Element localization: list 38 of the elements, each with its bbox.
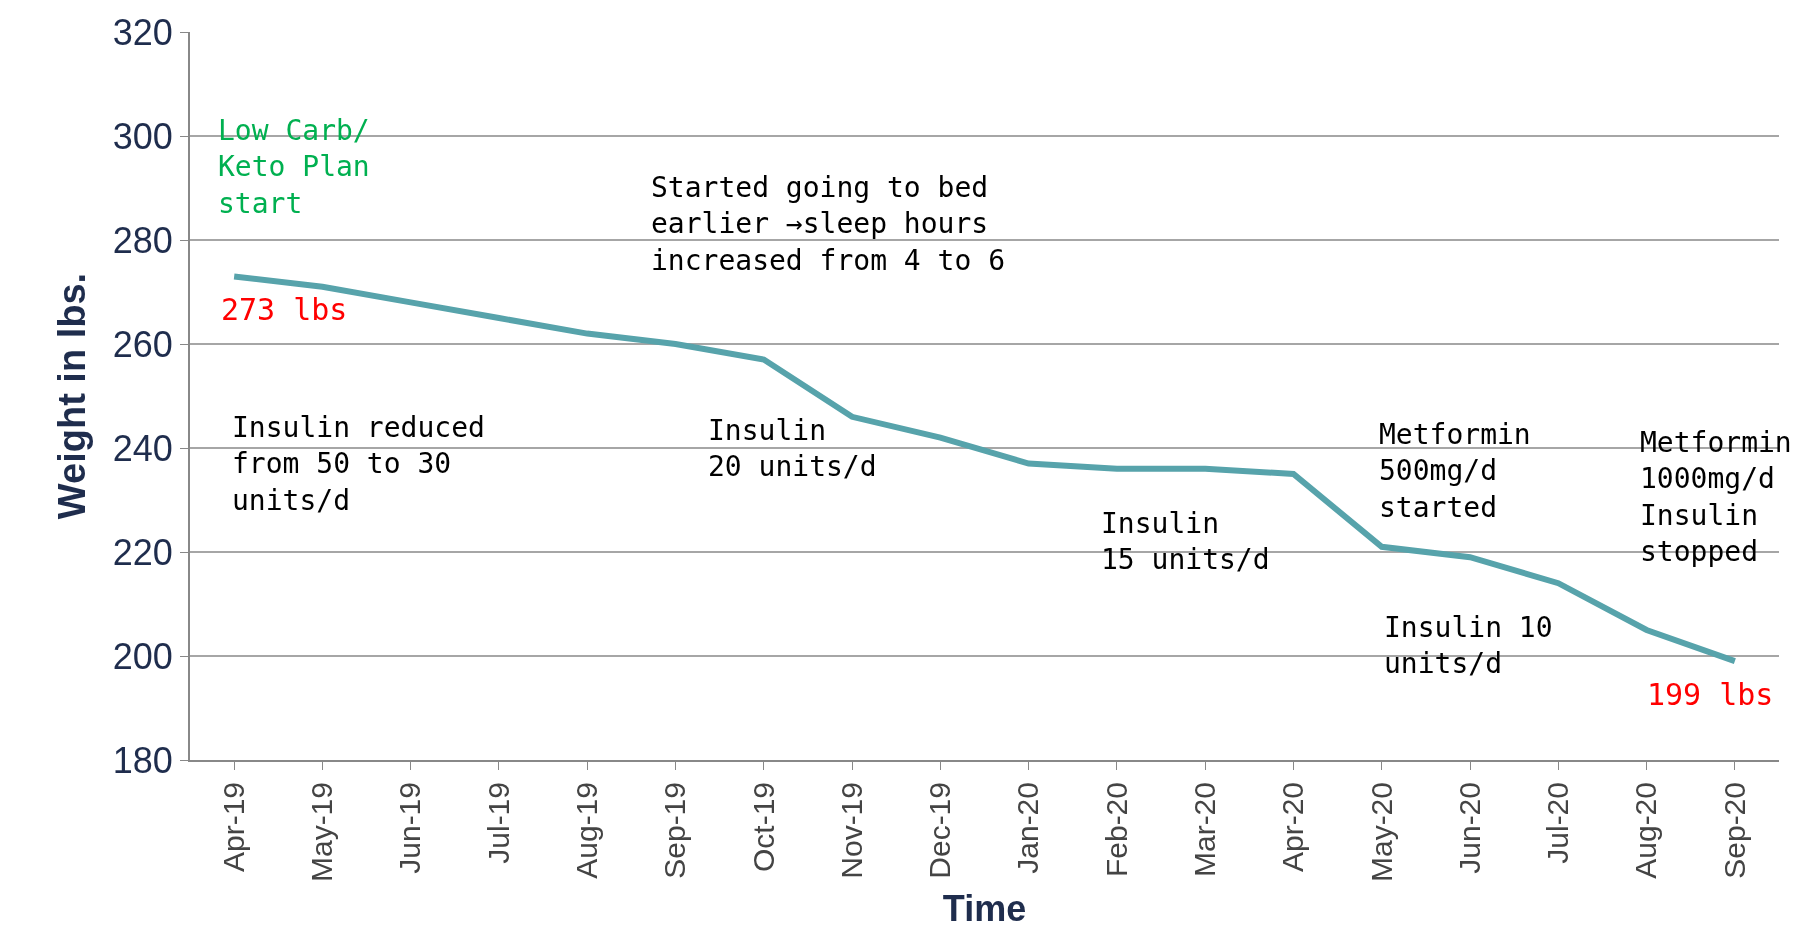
y-tick-label: 240 bbox=[112, 427, 173, 469]
y-axis-title: Weight in lbs. bbox=[51, 272, 94, 520]
y-tick-label: 180 bbox=[112, 739, 173, 781]
annotation: Insulin 20 units/d bbox=[708, 414, 877, 484]
x-tick-label: Oct-19 bbox=[746, 782, 780, 873]
x-tick-label: Jul-19 bbox=[481, 782, 515, 864]
x-tick-label: Apr-20 bbox=[1276, 782, 1310, 873]
y-tick-label: 260 bbox=[112, 323, 173, 365]
x-tick-label: Mar-20 bbox=[1187, 782, 1221, 878]
x-tick-label: Aug-19 bbox=[570, 782, 603, 879]
x-tick-label: Dec-19 bbox=[923, 782, 957, 879]
annotation: Insulin 10 units/d bbox=[1384, 611, 1553, 681]
x-tick-label: Aug-20 bbox=[1629, 782, 1663, 879]
x-tick-label: Sep-19 bbox=[658, 782, 692, 879]
x-tick-label: Jun-20 bbox=[1452, 782, 1486, 874]
y-tick-label: 320 bbox=[112, 11, 173, 53]
annotation: Started going to bed earlier →sleep hours increased from 4 to 6 bbox=[651, 171, 1006, 277]
x-tick-label: Nov-19 bbox=[834, 782, 868, 879]
annotation: Metformin 1000mg/d Insulin stopped bbox=[1640, 426, 1792, 569]
annotation: Metformin 500mg/d started bbox=[1379, 418, 1531, 524]
annotation: Insulin 15 units/d bbox=[1101, 507, 1270, 577]
x-tick-label: Sep-20 bbox=[1717, 782, 1751, 879]
x-tick-label: Jan-20 bbox=[1011, 782, 1045, 874]
x-tick-label: Jul-20 bbox=[1541, 782, 1575, 864]
annotation: Insulin reduced from 50 to 30 units/d bbox=[232, 411, 485, 517]
x-tick-label: Apr-19 bbox=[216, 782, 250, 873]
x-tick-label: Feb-20 bbox=[1099, 782, 1133, 878]
x-tick-label: May-19 bbox=[305, 782, 339, 883]
y-tick-label: 220 bbox=[112, 531, 173, 573]
x-tick-label: Jun-19 bbox=[393, 782, 427, 874]
x-tick-label: May-20 bbox=[1364, 782, 1398, 883]
y-tick-label: 200 bbox=[112, 635, 173, 677]
annotation: 199 lbs bbox=[1647, 677, 1774, 712]
y-tick-label: 280 bbox=[112, 219, 173, 261]
x-axis-title: Time bbox=[942, 888, 1027, 930]
annotation: Low Carb/ Keto Plan start bbox=[218, 114, 370, 220]
y-tick-label: 300 bbox=[112, 115, 173, 157]
annotation: 273 lbs bbox=[221, 292, 348, 327]
